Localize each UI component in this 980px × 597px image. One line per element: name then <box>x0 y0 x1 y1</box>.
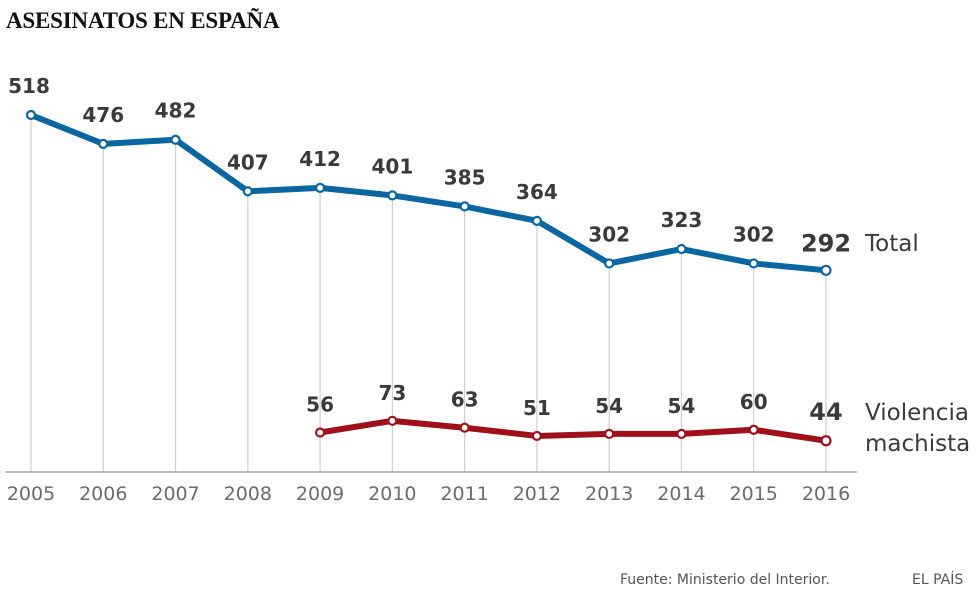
data-label-violencia-2010: 73 <box>378 381 406 405</box>
data-point-violencia-2010 <box>387 415 398 426</box>
data-label-total-2014: 323 <box>661 208 703 232</box>
data-label-violencia-2012: 51 <box>523 396 551 420</box>
data-point-violencia-2009 <box>314 427 326 438</box>
data-point-total-2016 <box>820 264 832 276</box>
data-label-total-2010: 401 <box>371 154 413 178</box>
data-point-violencia-2015 <box>748 424 759 435</box>
x-tick-label-2015: 2015 <box>730 483 778 505</box>
data-label-total-2008: 407 <box>227 150 269 174</box>
data-point-violencia-2016 <box>820 435 832 447</box>
data-point-violencia-2012 <box>531 430 543 442</box>
data-label-total-2013: 302 <box>588 222 630 246</box>
legend-label-violencia-line2: machista <box>865 431 970 457</box>
data-label-total-2011: 385 <box>444 165 486 189</box>
x-tick-label-2014: 2014 <box>657 483 705 505</box>
data-label-total-2012: 364 <box>516 180 558 204</box>
series-line-total <box>28 112 829 274</box>
data-point-violencia-2014 <box>676 428 687 439</box>
data-point-total-2010 <box>387 190 398 201</box>
data-label-violencia-2014: 54 <box>668 394 696 418</box>
data-label-violencia-2016: 44 <box>809 398 842 426</box>
chart-title: ASESINATOS EN ESPAÑA <box>6 8 280 33</box>
x-tick-label-2007: 2007 <box>151 483 199 505</box>
legend-label-violencia-line1: Violencia <box>865 400 969 426</box>
data-point-total-2015 <box>748 258 759 269</box>
data-point-total-2011 <box>459 201 470 212</box>
data-label-total-2009: 412 <box>299 147 341 171</box>
x-tick-label-2010: 2010 <box>368 483 416 505</box>
data-point-total-2008 <box>242 186 253 197</box>
data-label-violencia-2009: 56 <box>306 393 334 417</box>
data-label-violencia-2011: 63 <box>451 388 479 412</box>
x-tick-label-2016: 2016 <box>802 483 850 505</box>
data-point-total-2005 <box>25 109 37 121</box>
series-line-violencia-machista <box>317 417 829 444</box>
data-label-total-2006: 476 <box>82 103 124 127</box>
x-tick-label-2011: 2011 <box>440 483 488 505</box>
data-label-violencia-2013: 54 <box>595 394 623 418</box>
source-note: Fuente: Ministerio del Interior. <box>620 572 830 588</box>
data-label-total-2015: 302 <box>733 222 775 246</box>
x-tick-label-2005: 2005 <box>7 483 55 505</box>
data-point-total-2012 <box>531 215 543 226</box>
brand-label: EL PAÍS <box>912 572 964 588</box>
legend-label-total: Total <box>864 231 919 257</box>
data-label-total-2005: 518 <box>8 74 50 98</box>
x-tick-label-2012: 2012 <box>513 483 561 505</box>
data-point-total-2013 <box>604 258 615 269</box>
x-tick-label-2008: 2008 <box>224 483 272 505</box>
data-point-total-2009 <box>314 182 326 193</box>
data-label-violencia-2015: 60 <box>740 390 768 414</box>
data-label-total-2016: 292 <box>801 229 851 257</box>
x-tick-label-2009: 2009 <box>296 483 344 505</box>
data-point-violencia-2013 <box>604 428 615 439</box>
data-label-total-2007: 482 <box>155 99 197 123</box>
data-point-total-2014 <box>676 243 687 255</box>
data-point-total-2006 <box>98 138 109 149</box>
x-tick-label-2006: 2006 <box>79 483 127 505</box>
data-point-total-2007 <box>170 134 181 145</box>
x-tick-label-2013: 2013 <box>585 483 633 505</box>
data-point-violencia-2011 <box>459 422 470 433</box>
